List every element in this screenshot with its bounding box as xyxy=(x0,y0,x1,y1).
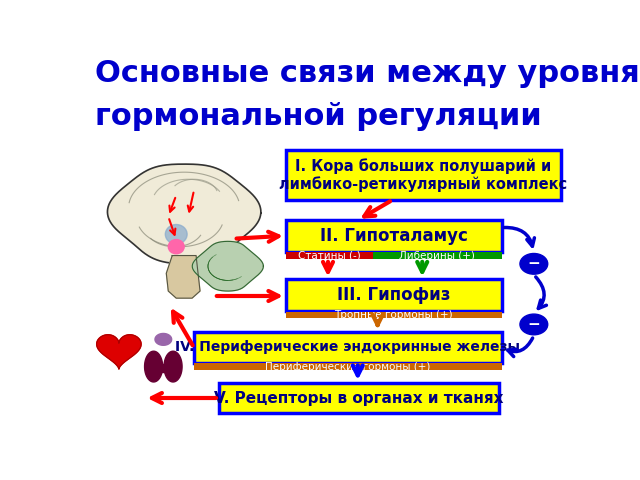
Text: IV. Периферические эндокринные железы: IV. Периферические эндокринные железы xyxy=(175,340,520,354)
FancyBboxPatch shape xyxy=(219,383,499,413)
Text: II. Гипоталамус: II. Гипоталамус xyxy=(320,227,468,245)
Text: I. Кора больших полушарий и
лимбико-ретикулярный комплекс: I. Кора больших полушарий и лимбико-рети… xyxy=(280,158,568,192)
Bar xyxy=(286,312,502,318)
Text: −: − xyxy=(527,256,540,271)
Text: V. Рецепторы в органах и тканях: V. Рецепторы в органах и тканях xyxy=(214,391,504,406)
FancyArrowPatch shape xyxy=(536,277,547,309)
Bar xyxy=(286,252,372,259)
FancyBboxPatch shape xyxy=(286,220,502,252)
Text: Периферические гормоны (+): Периферические гормоны (+) xyxy=(265,361,431,372)
FancyBboxPatch shape xyxy=(194,332,502,362)
FancyBboxPatch shape xyxy=(286,279,502,311)
Text: −: − xyxy=(527,317,540,332)
FancyBboxPatch shape xyxy=(286,150,561,200)
Bar xyxy=(194,363,502,370)
Text: гормональной регуляции: гормональной регуляции xyxy=(95,102,541,131)
Circle shape xyxy=(520,314,548,335)
Text: Либерины (+): Либерины (+) xyxy=(399,251,475,261)
Text: Основные связи между уровнями: Основные связи между уровнями xyxy=(95,60,640,88)
Text: III. Гипофиз: III. Гипофиз xyxy=(337,286,451,304)
Text: Тропные гормоны (+): Тропные гормоны (+) xyxy=(335,310,453,320)
Circle shape xyxy=(520,253,548,274)
FancyArrowPatch shape xyxy=(508,338,532,357)
Text: Статины (-): Статины (-) xyxy=(298,251,360,261)
Bar xyxy=(372,252,502,259)
FancyArrowPatch shape xyxy=(504,228,534,246)
